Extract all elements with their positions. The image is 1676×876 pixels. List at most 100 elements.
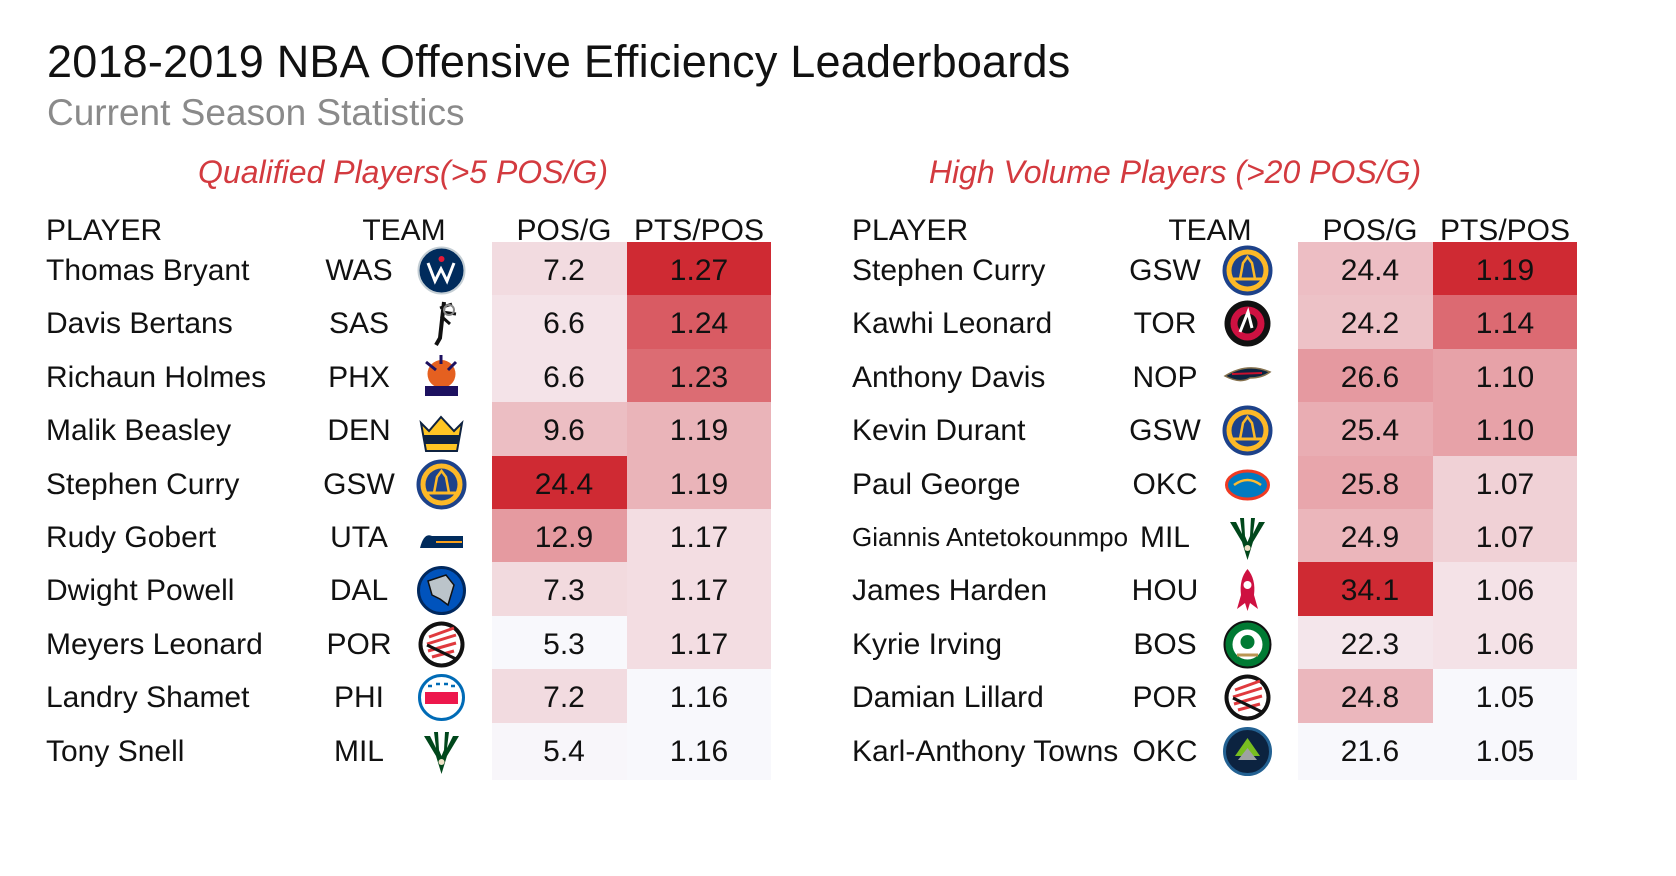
pts-per-pos-cell: 1.23 <box>627 348 771 406</box>
suns-logo-icon <box>416 352 467 403</box>
table-row: Anthony Davis NOP 26.6 1.10 <box>852 348 1632 406</box>
wizards-logo-icon <box>416 245 467 296</box>
table-row: Thomas Bryant WAS 7.2 1.27 <box>46 242 826 299</box>
team-code: OKC <box>1132 467 1198 501</box>
team-code: POR <box>326 627 392 661</box>
pts-per-pos-cell: 1.17 <box>627 562 771 620</box>
team-code: TOR <box>1133 307 1197 341</box>
pts-per-pos-cell: 1.05 <box>1433 669 1577 727</box>
high-volume-players-board: High Volume Players (>20 POS/G) PLAYER TEA… <box>852 150 1632 850</box>
pts-per-pos-cell: 1.07 <box>1433 455 1577 513</box>
pts-per-pos-cell: 1.17 <box>627 509 771 566</box>
table-row: Karl-Anthony Towns OKC 21.6 1.05 <box>852 722 1632 780</box>
header-team: TEAM <box>362 214 446 247</box>
team-code: POR <box>1132 681 1198 715</box>
blazers-logo-icon <box>1222 672 1273 723</box>
warriors-logo-icon <box>1222 245 1273 296</box>
pos-per-game-cell: 21.6 <box>1298 722 1442 780</box>
qualified-players-board: Qualified Players(>5 POS/G) PLAYER TEAM POS… <box>46 150 826 850</box>
player-name: Tony Snell <box>46 734 185 768</box>
team-code: BOS <box>1133 627 1197 661</box>
pts-per-pos-cell: 1.19 <box>1433 242 1577 299</box>
player-name: Thomas Bryant <box>46 254 250 287</box>
table-row: Richaun Holmes PHX 6.6 1.23 <box>46 348 826 406</box>
team-code: NOP <box>1132 360 1198 394</box>
pts-per-pos-cell: 1.17 <box>627 615 771 673</box>
table-row: Dwight Powell DAL 7.3 1.17 <box>46 562 826 620</box>
pos-per-game-cell: 34.1 <box>1298 562 1442 620</box>
board-title: High Volume Players (>20 POS/G) <box>928 154 1422 190</box>
thunder-logo-icon <box>1222 459 1273 510</box>
player-name: Giannis Antetokounmpo <box>852 522 1129 552</box>
pos-per-game-cell: 12.9 <box>492 509 636 566</box>
pos-per-game-cell: 9.6 <box>492 402 636 460</box>
team-code: OKC <box>1132 734 1198 768</box>
player-name: Kyrie Irving <box>852 627 1003 661</box>
pos-per-game-cell: 22.3 <box>1298 615 1442 673</box>
76ers-logo-icon <box>416 672 467 723</box>
team-code: SAS <box>328 307 390 341</box>
bucks-logo-icon <box>416 726 467 777</box>
table-row: Kevin Durant GSW 25.4 1.10 <box>852 402 1632 460</box>
player-name: Davis Bertans <box>46 307 233 341</box>
warriors-logo-icon <box>1222 405 1273 456</box>
table-row: Landry Shamet PHI 7.2 1.16 <box>46 669 826 727</box>
player-name: Damian Lillard <box>852 681 1044 715</box>
team-code: GSW <box>1129 414 1201 448</box>
pos-per-game-cell: 24.2 <box>1298 295 1442 353</box>
pos-per-game-cell: 24.4 <box>492 455 636 513</box>
nuggets-logo-icon <box>416 405 467 456</box>
pts-per-pos-cell: 1.19 <box>627 455 771 513</box>
table-row: Malik Beasley DEN 9.6 1.19 <box>46 402 826 460</box>
table-row: Stephen Curry GSW 24.4 1.19 <box>852 242 1632 299</box>
player-name: Richaun Holmes <box>46 360 267 394</box>
pts-per-pos-cell: 1.14 <box>1433 295 1577 353</box>
header-team: TEAM <box>1168 214 1252 247</box>
player-name: Stephen Curry <box>46 467 240 501</box>
header-pos-per-game: POS/G <box>516 214 612 247</box>
pos-per-game-cell: 25.8 <box>1298 455 1442 513</box>
player-name: Anthony Davis <box>852 360 1046 394</box>
celtics-logo-icon <box>1222 619 1273 670</box>
team-code: GSW <box>323 467 395 501</box>
pts-per-pos-cell: 1.06 <box>1433 562 1577 620</box>
pos-per-game-cell: 24.4 <box>1298 242 1442 299</box>
pts-per-pos-cell: 1.10 <box>1433 402 1577 460</box>
page-title: 2018-2019 NBA Offensive Efficiency Leade… <box>47 36 1071 87</box>
player-name: Rudy Gobert <box>46 521 217 554</box>
player-name: Landry Shamet <box>46 681 250 715</box>
pos-per-game-cell: 25.4 <box>1298 402 1442 460</box>
pts-per-pos-cell: 1.16 <box>627 722 771 780</box>
header-pts-per-pos: PTS/POS <box>1439 214 1571 247</box>
header-pts-per-pos: PTS/POS <box>633 214 765 247</box>
header-player: PLAYER <box>46 214 163 247</box>
pos-per-game-cell: 7.2 <box>492 669 636 727</box>
table-row: Davis Bertans SAS 6.6 1.24 <box>46 295 826 353</box>
player-name: Dwight Powell <box>46 574 235 608</box>
player-name: Kawhi Leonard <box>852 307 1053 341</box>
team-code: GSW <box>1129 254 1201 287</box>
player-name: Kevin Durant <box>852 414 1026 448</box>
header-pos-per-game: POS/G <box>1322 214 1418 247</box>
pos-per-game-cell: 24.8 <box>1298 669 1442 727</box>
jazz-logo-icon <box>416 512 467 563</box>
team-code: HOU <box>1131 574 1199 608</box>
pts-per-pos-cell: 1.06 <box>1433 615 1577 673</box>
player-name: Karl-Anthony Towns <box>852 734 1119 768</box>
player-name: Paul George <box>852 467 1021 501</box>
pts-per-pos-cell: 1.10 <box>1433 348 1577 406</box>
pts-per-pos-cell: 1.05 <box>1433 722 1577 780</box>
table-row: Meyers Leonard POR 5.3 1.17 <box>46 615 826 673</box>
table-row: Giannis Antetokounmpo MIL 24.9 1.07 <box>852 509 1632 566</box>
table-row: Kawhi Leonard TOR 24.2 1.14 <box>852 295 1632 353</box>
player-name: Stephen Curry <box>852 254 1046 287</box>
pts-per-pos-cell: 1.27 <box>627 242 771 299</box>
table-row: Paul George OKC 25.8 1.07 <box>852 455 1632 513</box>
team-code: PHI <box>333 681 384 715</box>
pelicans-logo-icon <box>1222 352 1273 403</box>
warriors-logo-icon <box>416 459 467 510</box>
pos-per-game-cell: 24.9 <box>1298 509 1442 566</box>
pos-per-game-cell: 26.6 <box>1298 348 1442 406</box>
team-code: PHX <box>328 360 390 394</box>
table-row: Stephen Curry GSW 24.4 1.19 <box>46 455 826 513</box>
